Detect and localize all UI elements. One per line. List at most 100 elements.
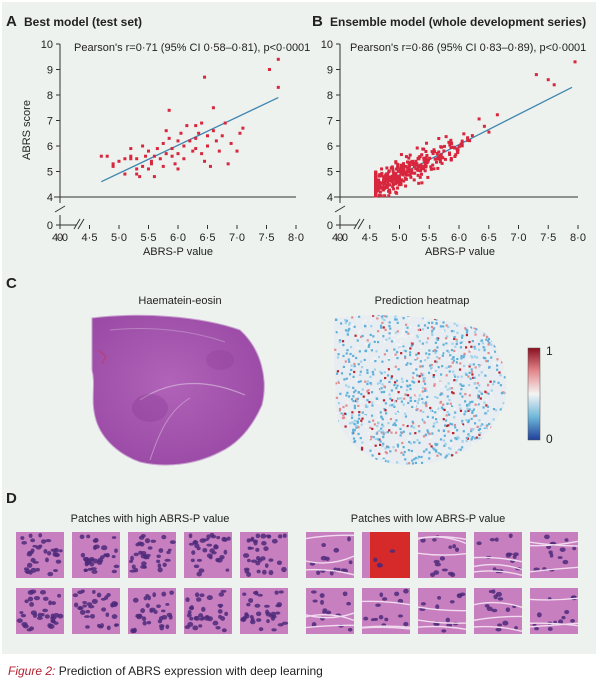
he-title: Haematein-eosin	[138, 295, 221, 307]
heatmap-cell	[504, 339, 507, 342]
heatmap-cell	[502, 329, 505, 332]
low-fiber	[473, 570, 523, 576]
heatmap-cell	[464, 460, 467, 463]
heatmap-cell	[445, 340, 448, 343]
heatmap-cell	[365, 455, 368, 458]
low-nucleus	[505, 607, 511, 613]
heatmap-cell	[417, 352, 420, 355]
heatmap-cell	[403, 450, 406, 454]
heatmap-cell	[396, 321, 399, 324]
heatmap-cell	[428, 457, 431, 460]
heatmap-cell	[352, 428, 355, 431]
heatmap-cell	[469, 363, 472, 366]
heatmap-cell	[467, 420, 470, 424]
heatmap-cell	[472, 408, 476, 411]
heatmap-cell	[437, 337, 440, 340]
heatmap-cell	[402, 403, 405, 406]
high-nucleus	[223, 549, 228, 555]
high-nucleus	[100, 623, 104, 628]
chart-b-point	[402, 164, 406, 168]
chart-a-point	[188, 139, 192, 143]
heatmap-cell	[335, 461, 339, 464]
heatmap-cell	[460, 375, 463, 378]
heatmap-cell	[369, 426, 372, 429]
heatmap-cell	[486, 354, 489, 358]
heatmap-cell	[466, 366, 469, 369]
high-nucleus	[198, 624, 203, 628]
high-nucleus	[165, 602, 170, 606]
heatmap-cell	[455, 438, 458, 441]
chart-b-point	[409, 160, 413, 164]
heatmap-cell	[468, 327, 471, 330]
heatmap-cell	[432, 447, 435, 450]
heatmap-cell	[452, 359, 456, 362]
heatmap-cell	[433, 327, 436, 330]
chart-b-x-break	[353, 218, 361, 230]
heatmap-cell	[384, 412, 388, 415]
high-nucleus	[264, 563, 269, 568]
low-patch	[361, 588, 411, 634]
heatmap-cell	[433, 465, 435, 467]
high-nucleus	[188, 533, 193, 539]
heatmap-cell	[381, 444, 384, 448]
chart-b-point	[422, 167, 426, 171]
heatmap-cell	[431, 470, 433, 472]
heatmap-cell	[411, 343, 414, 346]
high-nucleus	[157, 619, 163, 624]
heatmap-cell	[394, 331, 398, 334]
heatmap-cell	[412, 422, 415, 425]
heatmap-cell	[408, 440, 411, 444]
chart-b-point	[414, 159, 418, 163]
chart-b-point	[396, 162, 400, 166]
chart-a-point	[129, 147, 133, 151]
heatmap-cell	[500, 460, 503, 463]
chart-a-point	[161, 164, 165, 168]
heatmap-cell	[504, 463, 507, 465]
heatmap-cell	[345, 319, 348, 322]
heatmap-cell	[502, 371, 505, 374]
heatmap-cell	[374, 463, 377, 465]
heatmap-cell	[383, 318, 386, 322]
heatmap-cell	[456, 315, 460, 317]
heatmap-cell	[342, 416, 346, 419]
heatmap-cell	[478, 437, 481, 440]
high-patch	[240, 588, 289, 634]
high-nucleus	[258, 627, 264, 632]
high-nucleus	[44, 557, 49, 563]
heatmap-cell	[435, 406, 438, 409]
high-nucleus	[193, 564, 200, 569]
heatmap-cell	[451, 431, 455, 435]
heatmap-cell	[474, 347, 477, 350]
heatmap-cell	[498, 321, 502, 324]
heatmap-cell	[385, 349, 389, 352]
heatmap-cell	[458, 364, 461, 367]
high-nucleus	[192, 625, 199, 631]
high-nucleus	[147, 546, 153, 550]
chart-a-x-tick-label: 7·5	[259, 232, 275, 244]
heatmap-cell	[338, 407, 342, 411]
heatmap-cell	[369, 442, 372, 445]
heatmap-cell	[420, 455, 423, 459]
low-nucleus	[441, 568, 448, 572]
heatmap-cell	[471, 460, 474, 463]
heatmap-cell	[409, 399, 413, 402]
heatmap-cell	[432, 375, 435, 379]
heatmap-cell	[507, 410, 509, 412]
chart-b-point	[407, 161, 411, 165]
heatmap-cell	[447, 358, 451, 361]
heatmap-cell	[436, 366, 439, 370]
heatmap-cell	[389, 450, 392, 453]
heatmap-cell	[352, 399, 355, 403]
heatmap-cell	[430, 436, 433, 439]
heatmap-cell	[338, 409, 342, 412]
heatmap-cell	[360, 393, 363, 396]
chart-a-point	[173, 162, 177, 166]
high-nucleus	[274, 590, 279, 595]
chart-a-point	[211, 106, 215, 110]
heatmap-cell	[464, 372, 467, 375]
heatmap-cell	[473, 327, 476, 330]
heatmap-cell	[402, 315, 405, 316]
high-nucleus	[137, 541, 143, 545]
chart-b-point	[385, 185, 389, 189]
heatmap-cell	[465, 373, 468, 376]
